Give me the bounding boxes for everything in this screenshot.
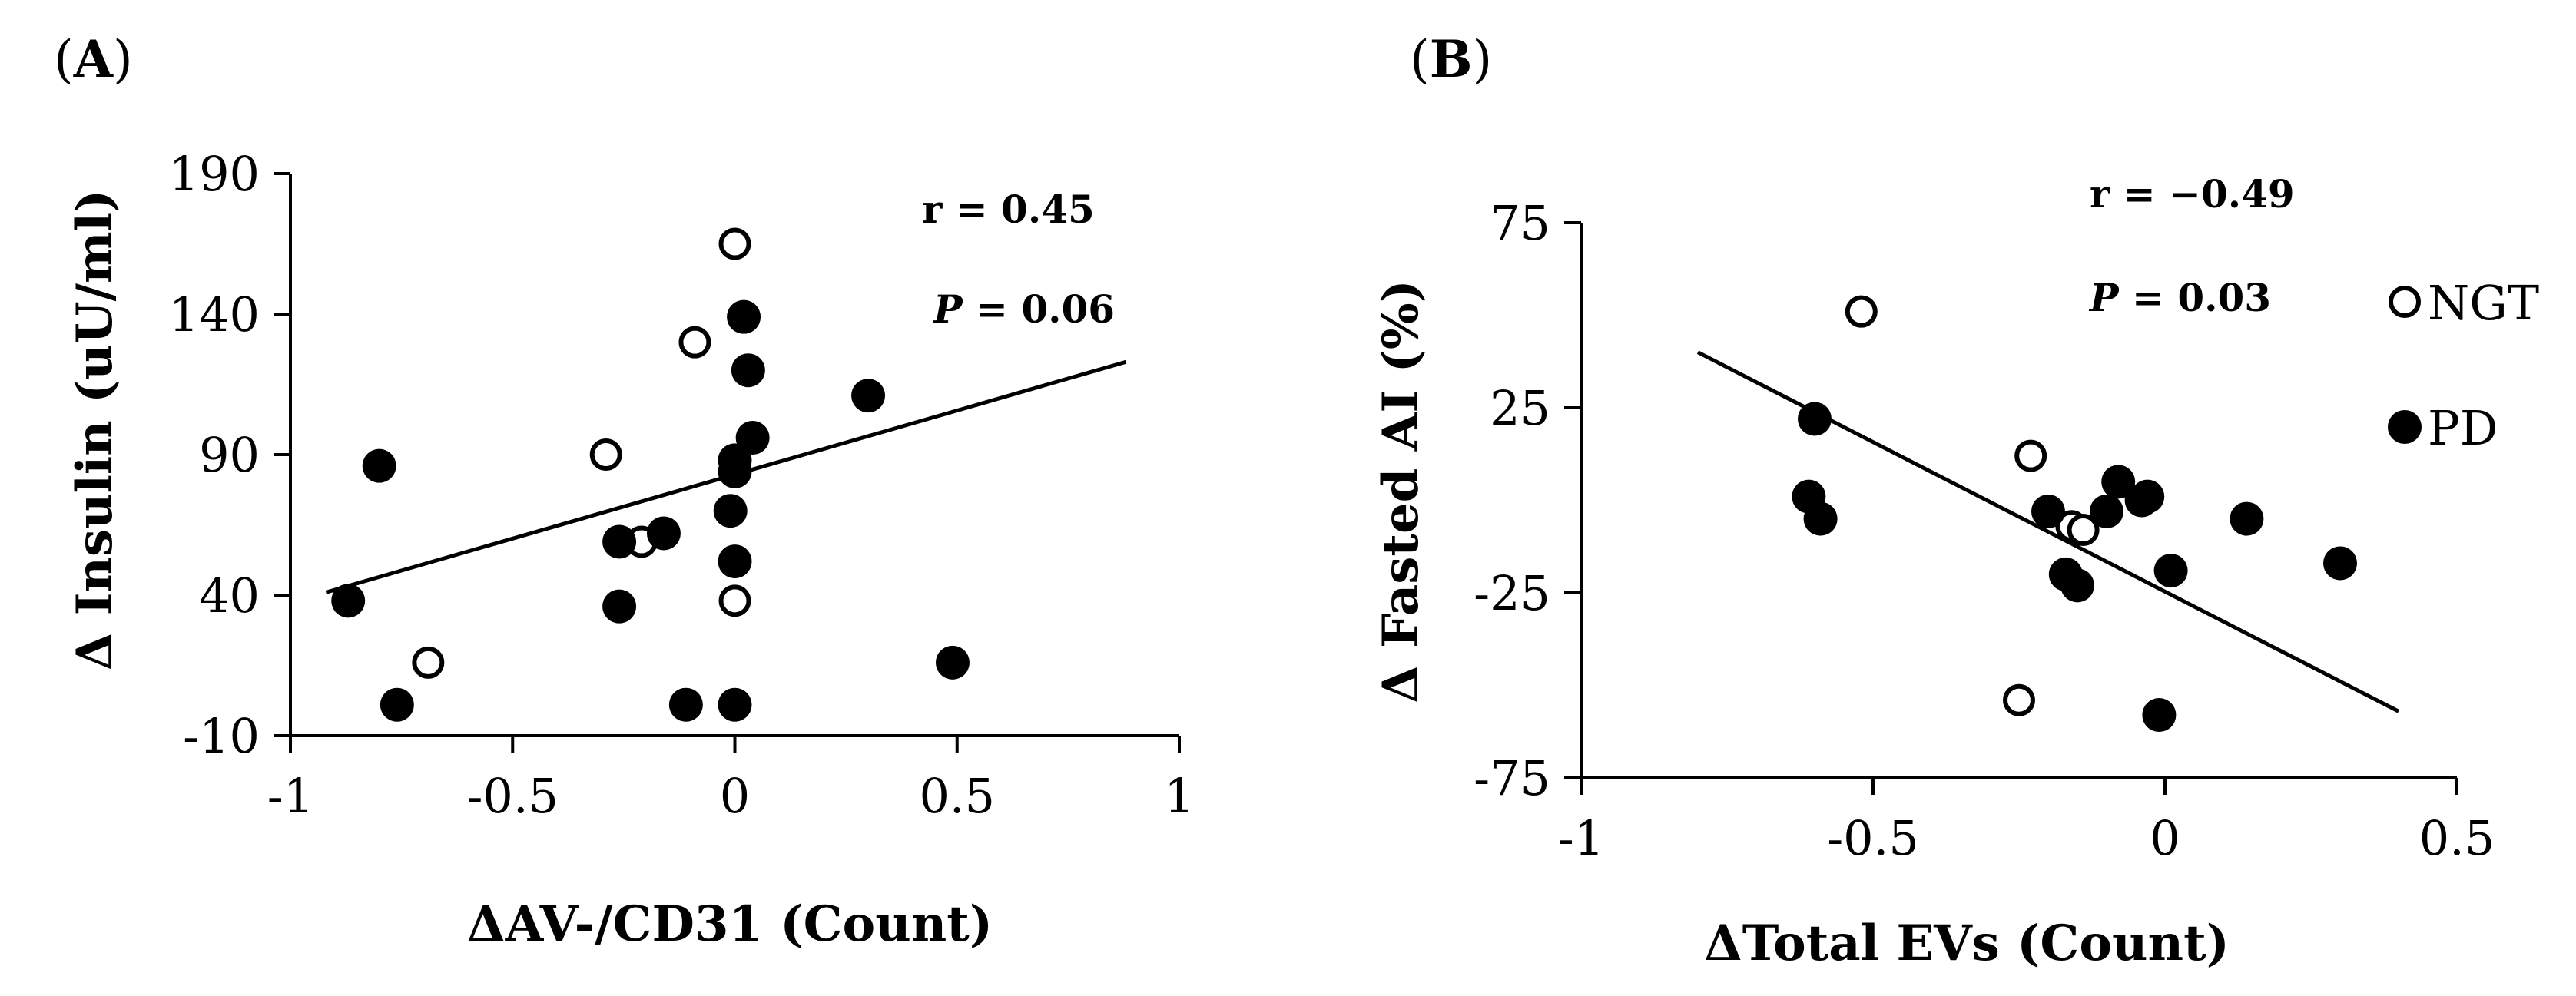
panel-b-x-tick-label: 0 <box>2150 810 2180 866</box>
panel-a-r-value: r = 0.45 <box>922 187 1095 232</box>
panel-a-point-ngt <box>412 646 445 679</box>
panel-b-label: (B) <box>1410 29 1492 89</box>
panel-a-point-pd <box>362 448 396 483</box>
legend-pd-label: PD <box>2428 400 2498 456</box>
panel-a: (A) -1 -0.5 0 0.5 1 -10 40 90 140 190 ΔAV-/CD31 (… <box>54 29 1195 953</box>
panel-a-y-tick-label: -10 <box>183 708 260 764</box>
legend-pd-marker <box>2388 410 2422 444</box>
panel-b-x-tick-label: -1 <box>1558 810 1604 866</box>
panel-b-point-pd <box>2124 483 2159 518</box>
panel-a-y-tick-label: 40 <box>199 567 260 624</box>
panel-b-y-tick-label: 25 <box>1490 380 1550 436</box>
panel-a-point-ngt <box>678 326 711 359</box>
legend: NGT PD <box>2388 275 2539 456</box>
panel-a-point-pd <box>602 589 637 624</box>
panel-a-point-pd <box>935 645 970 680</box>
panel-a-p-letter: P <box>932 286 963 332</box>
panel-b-y-axis-title: Δ Fasted AI (%) <box>1372 280 1430 703</box>
panel-a-axes <box>274 172 1181 753</box>
panel-b-point-ngt <box>2067 514 2100 547</box>
panel-b-point-pd <box>2101 465 2136 499</box>
panel-a-tick-labels: -1 -0.5 0 0.5 1 -10 40 90 140 190 <box>169 146 1195 824</box>
panel-b-point-pd <box>2031 494 2065 528</box>
panel-b-y-tick-label: -75 <box>1474 750 1550 806</box>
panel-b-point-ngt <box>2014 439 2047 472</box>
panel-b-x-tick-label: -0.5 <box>1827 810 1919 866</box>
panel-a-y-tick-label: 190 <box>169 146 260 202</box>
panel-b-trendline-layer <box>1696 350 2400 713</box>
panel-a-y-tick-label: 140 <box>169 286 260 342</box>
panel-a-x-tick-label: -1 <box>267 768 313 824</box>
panel-b-point-pd <box>2060 568 2094 603</box>
panel-b-points <box>1792 295 2357 733</box>
panel-a-letter: A <box>73 29 114 89</box>
panel-a-point-pd <box>731 353 765 388</box>
panel-a-x-tick-label: 1 <box>1164 768 1194 824</box>
panel-b-point-pd <box>2142 698 2177 733</box>
panel-b-p-value: P = 0.03 <box>2088 275 2271 320</box>
panel-b-p-letter: P <box>2088 275 2120 320</box>
panel-a-p-rest: = 0.06 <box>963 286 1116 332</box>
panel-a-point-pd <box>851 379 886 413</box>
panel-a-x-tick-label: -0.5 <box>466 768 559 824</box>
panel-b-p-rest: = 0.03 <box>2119 275 2272 320</box>
panel-b-axes <box>1564 221 2458 795</box>
panel-a-y-tick-label: 90 <box>199 427 260 483</box>
legend-ngt-label: NGT <box>2428 275 2539 331</box>
panel-a-point-pd <box>668 687 703 722</box>
panel-b-point-pd <box>2323 546 2357 581</box>
panel-b-point-pd <box>1803 501 1838 536</box>
panel-b-point-pd <box>2230 501 2264 536</box>
panel-a-label: (A) <box>54 29 133 89</box>
panel-b-point-pd <box>2090 494 2123 528</box>
panel-a-x-tick-label: 0.5 <box>919 768 995 824</box>
panel-b-x-axis-title: ΔTotal EVs (Count) <box>1704 915 2230 972</box>
panel-b-tick-labels: -1 -0.5 0 0.5 -75 -25 25 75 <box>1474 195 2495 866</box>
panel-a-point-ngt <box>718 227 751 260</box>
panel-a-p-value: P = 0.06 <box>932 286 1115 332</box>
panel-a-point-pd <box>727 299 761 334</box>
panel-b-letter: B <box>1430 29 1473 89</box>
panel-a-point-pd <box>718 454 752 488</box>
panel-a-point-pd <box>602 524 637 559</box>
panel-a-y-axis-title: Δ Insulin (uU/ml) <box>66 190 124 671</box>
panel-a-point-pd <box>713 494 748 528</box>
panel-a-points <box>331 227 970 722</box>
panel-a-point-pd <box>380 687 414 722</box>
panel-b-y-tick-label: 75 <box>1490 195 1550 251</box>
panel-b-trendline <box>1696 350 2400 713</box>
panel-a-point-pd <box>718 544 752 579</box>
panel-a-x-axis-title: ΔAV-/CD31 (Count) <box>467 895 993 953</box>
panel-b-point-ngt <box>1845 295 1878 328</box>
panel-a-point-ngt <box>589 438 622 471</box>
legend-ngt-marker <box>2389 286 2421 318</box>
panel-a-point-pd <box>331 584 366 618</box>
panel-a-x-tick-label: 0 <box>720 768 750 824</box>
panel-b-point-pd <box>1798 402 1832 436</box>
panel-b-y-tick-label: -25 <box>1474 565 1550 621</box>
panel-a-point-pd <box>646 516 681 551</box>
panel-b-point-pd <box>2153 554 2188 588</box>
panel-a-point-ngt <box>718 584 751 617</box>
panel-b-x-tick-label: 0.5 <box>2419 810 2495 866</box>
panel-b-point-ngt <box>2003 683 2035 716</box>
panel-a-point-pd <box>718 687 752 722</box>
panel-b: (B) -1 -0.5 0 0.5 -75 -25 25 75 ΔTotal EVs (Cou… <box>1372 29 2539 972</box>
panel-b-r-value: r = −0.49 <box>2090 171 2295 217</box>
